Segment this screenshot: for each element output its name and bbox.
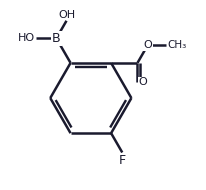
Text: HO: HO xyxy=(18,33,35,43)
Text: F: F xyxy=(119,154,126,166)
Text: B: B xyxy=(52,32,61,45)
Text: OH: OH xyxy=(58,10,75,20)
Text: CH₃: CH₃ xyxy=(167,40,186,50)
Text: O: O xyxy=(143,40,152,50)
Text: O: O xyxy=(138,77,147,87)
